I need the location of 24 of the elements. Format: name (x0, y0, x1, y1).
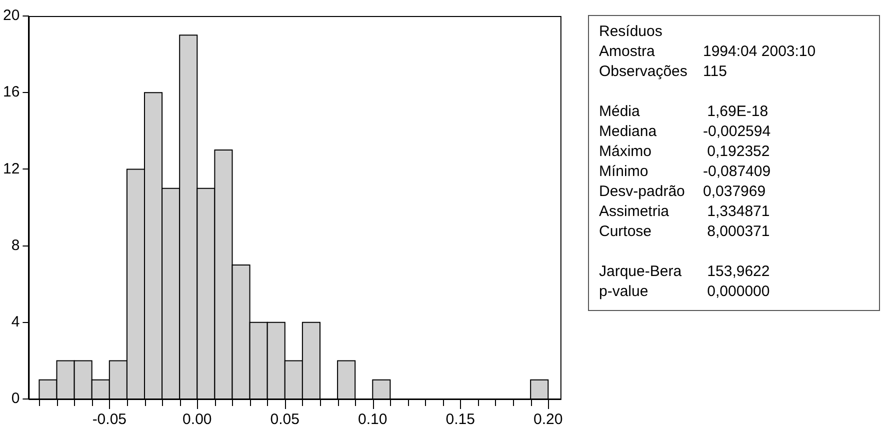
x-tick-label: 0.20 (534, 411, 563, 428)
text: Observações 115 (599, 62, 727, 82)
text: Média 1,69E-18 (599, 103, 768, 120)
text: Desv-padrão 0,037969 (599, 183, 766, 200)
y-tick-label: 4 (11, 314, 20, 331)
text: Curtose 8,000371 (599, 223, 770, 240)
y-tick-label: 16 (2, 84, 20, 101)
text: Amostra 1994:04 2003:10 (599, 43, 816, 60)
text: Máximo 0,192352 (599, 143, 770, 160)
x-tick-label: 0.00 (182, 411, 212, 428)
y-tick-label: 8 (11, 236, 20, 254)
x-tick-label: -0.05 (92, 411, 127, 428)
text: Jarque-Bera 153,9622 (599, 263, 770, 280)
y-tick-label: 0 (11, 390, 20, 408)
text: p-value 0,000000 (599, 283, 770, 300)
text: Mínimo -0,087409 (599, 163, 771, 180)
x-tick-label: 0.15 (446, 411, 475, 428)
x-tick-label: 0.10 (358, 411, 388, 428)
text: Resíduos (599, 22, 662, 42)
text: Mediana -0,002594 (599, 123, 771, 140)
text: Assimetria 1,334871 (599, 203, 770, 220)
y-tick-label: 12 (2, 160, 20, 178)
x-tick-label: 0.05 (270, 411, 300, 428)
y-tick-label: 20 (2, 7, 20, 24)
